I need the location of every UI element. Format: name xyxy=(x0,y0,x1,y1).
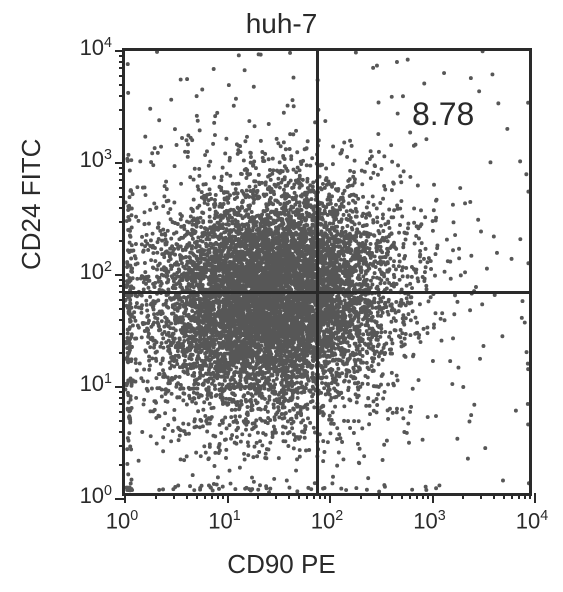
y-tick-label: 101 xyxy=(72,371,112,397)
y-tick xyxy=(115,274,125,276)
quadrant-gate-horizontal xyxy=(125,291,529,294)
y-tick-label: 104 xyxy=(72,35,112,61)
quadrant-gate-vertical xyxy=(316,51,319,493)
quadrant-percentage: 8.78 xyxy=(412,96,474,133)
x-axis-label: CD90 PE xyxy=(0,549,563,580)
x-tick-label: 102 xyxy=(311,508,343,534)
y-tick-label: 102 xyxy=(72,259,112,285)
flow-cytometry-chart: huh-7 CD24 FITC 8.78 100101102103104 100… xyxy=(0,0,563,592)
y-tick-label: 100 xyxy=(72,483,112,509)
y-axis-label: CD24 FITC xyxy=(16,139,47,270)
x-tick xyxy=(329,493,331,503)
y-tick xyxy=(115,162,125,164)
x-tick xyxy=(227,493,229,503)
y-tick xyxy=(115,50,125,52)
x-tick xyxy=(534,493,536,503)
x-tick-label: 101 xyxy=(208,508,240,534)
y-tick xyxy=(115,386,125,388)
x-tick-label: 103 xyxy=(413,508,445,534)
x-tick-label: 100 xyxy=(106,508,138,534)
plot-area: 8.78 xyxy=(122,48,532,496)
x-tick xyxy=(432,493,434,503)
x-tick-label: 104 xyxy=(516,508,548,534)
y-tick-label: 103 xyxy=(72,147,112,173)
y-tick xyxy=(115,498,125,500)
